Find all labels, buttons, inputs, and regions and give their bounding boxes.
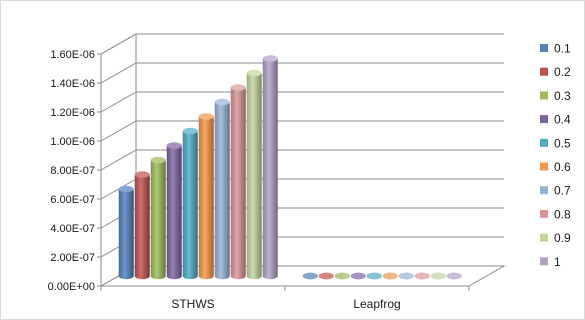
bar-leapfrog-0-2 <box>318 272 334 280</box>
legend-swatch <box>540 67 548 76</box>
category-label: Leapfrog <box>353 297 400 311</box>
side-top-line <box>100 33 137 55</box>
gridline-side <box>100 62 137 84</box>
bar-leapfrog-0-4 <box>350 272 366 280</box>
legend-label: 0.7 <box>554 184 571 198</box>
legend-label: 1 <box>554 255 561 269</box>
bar-sthws-0-5 <box>182 127 198 280</box>
legend-swatch <box>540 257 548 266</box>
legend-item: 0.8 <box>540 207 571 221</box>
y-tick-label: 1.40E-06 <box>50 78 95 90</box>
legend-item: 0.2 <box>540 65 571 79</box>
legend-swatch <box>540 91 548 100</box>
y-tick-label: 2.00E-07 <box>50 252 95 264</box>
legend-item: 0.6 <box>540 160 571 174</box>
bar-sthws-0-9 <box>246 69 262 280</box>
category-label: STHWS <box>171 297 214 311</box>
legend: 0.1 0.2 0.3 0.4 0.5 0.6 0.7 0.8 0.9 1 <box>540 42 571 269</box>
legend-item: 0.5 <box>540 136 571 150</box>
bar-sthws-0-4 <box>166 142 182 280</box>
gridline-side <box>100 178 137 200</box>
bar-sthws-0-2 <box>134 171 150 280</box>
y-tick-label: 1.20E-06 <box>50 107 95 119</box>
legend-item: 0.9 <box>540 231 571 245</box>
bar-leapfrog-0-1 <box>302 272 318 280</box>
bar-leapfrog-0-7 <box>398 272 414 280</box>
bar-leapfrog-0-3 <box>334 272 350 280</box>
bar-sthws-0-7 <box>214 98 230 280</box>
bar-sthws-0-1 <box>118 185 134 280</box>
gridline-side <box>100 91 137 113</box>
y-axis-tick-labels: 0.00E+00 2.00E-07 4.00E-07 6.00E-07 8.00E-07… <box>48 49 95 293</box>
legend-swatch <box>540 115 548 124</box>
legend-label: 0.4 <box>554 113 571 127</box>
legend-swatch <box>540 233 548 242</box>
chart-axes <box>100 33 470 291</box>
legend-swatch <box>540 138 548 147</box>
legend-label: 0.5 <box>554 136 571 150</box>
legend-label: 0.1 <box>554 42 571 56</box>
legend-item: 0.4 <box>540 113 571 127</box>
x-axis-category-labels: STHWS Leapfrog <box>171 297 400 311</box>
bar-leapfrog-1 <box>446 272 462 280</box>
bar-leapfrog-0-6 <box>382 272 398 280</box>
y-tick-label: 1.00E-06 <box>50 136 95 148</box>
legend-label: 0.9 <box>554 231 571 245</box>
gridline-side <box>100 120 137 142</box>
legend-swatch <box>540 186 548 195</box>
bar-leapfrog-0-9 <box>430 272 446 280</box>
legend-swatch <box>540 44 548 52</box>
y-tick-label: 6.00E-07 <box>50 194 95 206</box>
bar-sthws-0-3 <box>150 156 166 280</box>
bar-sthws-1 <box>262 55 278 280</box>
y-tick-label: 1.60E-06 <box>50 49 95 61</box>
bar-sthws-0-6 <box>198 113 214 280</box>
legend-item: 1 <box>540 255 561 269</box>
bar-sthws-0-8 <box>230 84 246 280</box>
legend-label: 0.6 <box>554 160 571 174</box>
gridline-side <box>100 149 137 171</box>
y-tick-label: 0.00E+00 <box>48 281 95 293</box>
bar-leapfrog-0-5 <box>366 272 382 280</box>
legend-label: 0.2 <box>554 65 571 79</box>
legend-swatch <box>540 162 548 171</box>
y-tick-label: 8.00E-07 <box>50 165 95 177</box>
bar-leapfrog-0-8 <box>414 272 430 280</box>
legend-item: 0.7 <box>540 184 571 198</box>
y-tick-label: 4.00E-07 <box>50 223 95 235</box>
legend-item: 0.1 <box>540 42 571 56</box>
legend-item: 0.3 <box>540 89 571 103</box>
bars <box>118 55 462 280</box>
legend-swatch <box>540 209 548 218</box>
legend-label: 0.3 <box>554 89 571 103</box>
legend-label: 0.8 <box>554 207 571 221</box>
